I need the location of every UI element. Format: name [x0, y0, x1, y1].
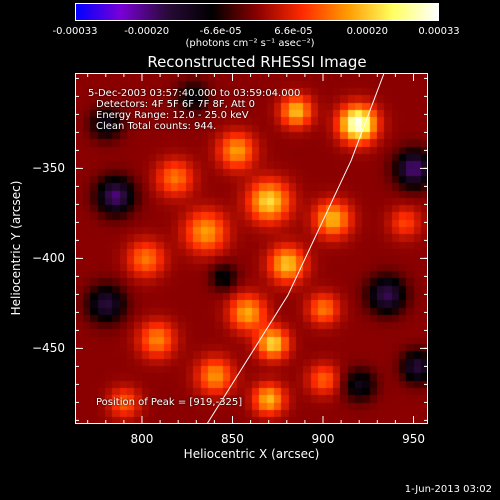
energy-range-label: Energy Range: 12.0 - 25.0 keV [96, 110, 249, 121]
solar-limb-curve [207, 74, 385, 423]
plot-area: 5-Dec-2003 03:57:40.000 to 03:59:04.000 … [75, 73, 428, 424]
x-tick-label: 900 [311, 432, 335, 446]
colorbar-units: (photons cm⁻² s⁻¹ asec⁻²) [185, 38, 315, 49]
x-tick-label: 950 [402, 432, 425, 446]
x-tick-label: 800 [130, 432, 154, 446]
y-tick-label: −350 [32, 161, 65, 176]
y-tick-label: −450 [32, 341, 65, 356]
colorbar-tick-label: 6.6e-05 [274, 26, 313, 37]
colorbar-tick-label: 0.00033 [418, 26, 460, 37]
x-tick-label: 850 [221, 432, 244, 446]
y-axis-label: Heliocentric Y (arcsec) [9, 180, 23, 316]
colorbar [75, 3, 439, 21]
y-tick-label: −400 [32, 251, 65, 266]
peak-position-label: Position of Peak = [919,-325] [96, 397, 243, 408]
render-timestamp: 1-Jun-2013 03:02 [404, 484, 492, 495]
detectors-label: Detectors: 4F 5F 6F 7F 8F, Att 0 [96, 99, 256, 110]
heatmap-image [76, 74, 427, 423]
colorbar-tick-label: 0.00020 [346, 26, 388, 37]
method-counts-label: Clean Total counts: 944. [96, 121, 217, 132]
chart-title: Reconstructed RHESSI Image [147, 53, 367, 71]
x-axis-label: Heliocentric X (arcsec) [183, 447, 320, 461]
time-range-label: 5-Dec-2003 03:57:40.000 to 03:59:04.000 [88, 88, 301, 99]
colorbar-tick-label: -0.00020 [124, 26, 170, 37]
colorbar-tick-label: -0.00033 [52, 26, 98, 37]
colorbar-tick-label: -6.6e-05 [199, 26, 242, 37]
overlay-layer [207, 74, 385, 423]
